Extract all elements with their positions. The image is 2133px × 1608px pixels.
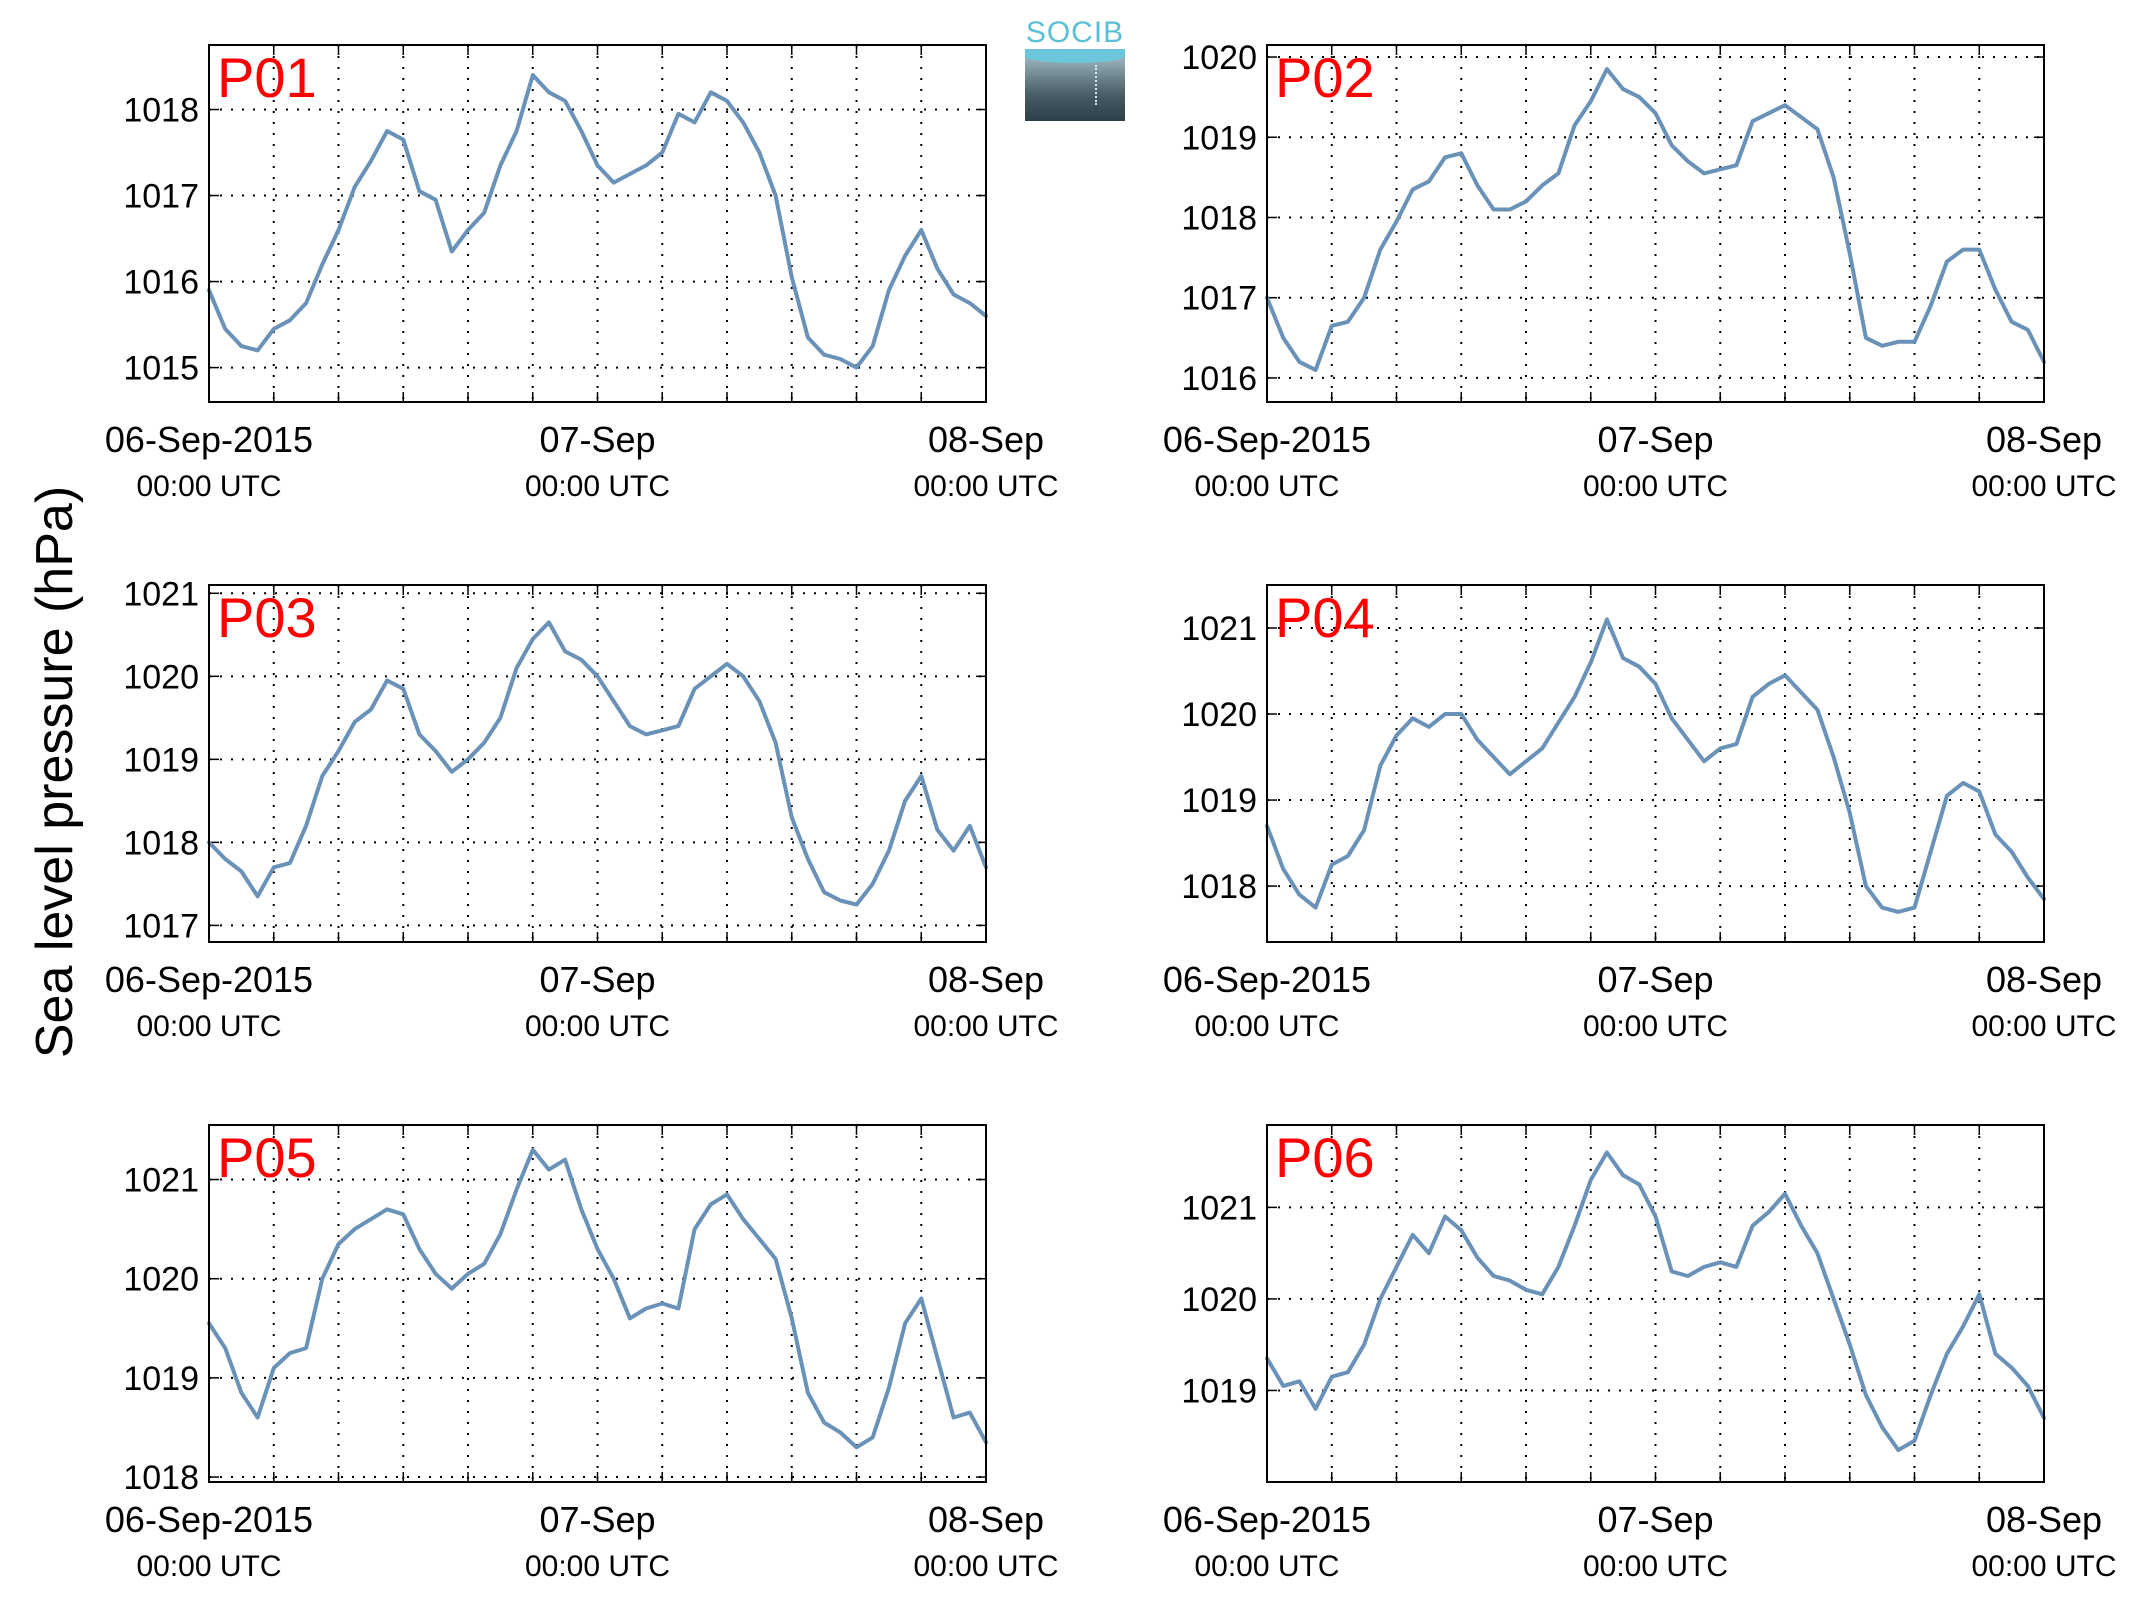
x-tick-label: 07-Sep — [1597, 959, 1713, 1000]
panel-label: P03 — [217, 586, 317, 649]
x-tick-sublabel: 00:00 UTC — [136, 1010, 281, 1043]
y-tick-label: 1018 — [1181, 199, 1257, 237]
chart-panel-p02: 1016 1017 1018 1019 1020 06-Sep-2015 00:00 UTC… — [1163, 39, 2117, 503]
y-tick-label: 1018 — [123, 92, 199, 130]
x-tick-sublabel: 00:00 UTC — [525, 1010, 670, 1043]
x-tick-sublabel: 00:00 UTC — [1194, 470, 1339, 503]
logo-wave — [1025, 49, 1125, 63]
y-tick-label: 1020 — [1181, 1281, 1257, 1319]
logo-dots — [1095, 65, 1097, 105]
y-tick-label: 1021 — [123, 575, 199, 613]
x-tick-label: 07-Sep — [539, 959, 655, 1000]
plot-frame — [1266, 44, 2045, 403]
y-tick-label: 1017 — [123, 178, 199, 216]
y-tick-label: 1019 — [123, 741, 199, 779]
y-tick-label: 1018 — [123, 1459, 199, 1497]
y-tick-label: 1021 — [1181, 1189, 1257, 1227]
panel-label: P01 — [217, 46, 317, 109]
x-tick-label: 08-Sep — [928, 959, 1044, 1000]
x-tick-label: 08-Sep — [928, 1499, 1044, 1540]
plot-frame — [208, 1124, 987, 1483]
x-tick-sublabel: 00:00 UTC — [525, 470, 670, 503]
plot-frame — [208, 44, 987, 403]
chart-panel-p06: 1019 1020 1021 06-Sep-2015 00:00 UTC 07-Sep 00… — [1163, 1124, 2117, 1583]
x-tick-sublabel: 00:00 UTC — [1583, 1010, 1728, 1043]
y-tick-label: 1015 — [123, 350, 199, 388]
series-line — [207, 1147, 988, 1450]
x-tick-sublabel: 00:00 UTC — [525, 1550, 670, 1583]
y-tick-label: 1020 — [1181, 39, 1257, 77]
x-tick-label: 06-Sep-2015 — [1163, 1499, 1371, 1540]
x-tick-label: 08-Sep — [1986, 959, 2102, 1000]
chart-panel-p04: 1018 1019 1020 1021 06-Sep-2015 00:00 UTC 07-S… — [1163, 584, 2117, 1043]
y-tick-label: 1020 — [123, 658, 199, 696]
plot-frame — [1266, 584, 2045, 943]
chart-panel-p01: 1015 1016 1017 1018 06-Sep-2015 00:00 UTC 07-S… — [105, 44, 1059, 503]
y-tick-label: 1018 — [1181, 868, 1257, 906]
socib-logo: SOCIB — [1025, 17, 1125, 121]
x-tick-sublabel: 00:00 UTC — [1583, 1550, 1728, 1583]
x-tick-label: 06-Sep-2015 — [1163, 959, 1371, 1000]
x-tick-sublabel: 00:00 UTC — [136, 1550, 281, 1583]
logo-text: SOCIB — [1025, 16, 1125, 49]
x-tick-label: 06-Sep-2015 — [105, 1499, 313, 1540]
x-tick-sublabel: 00:00 UTC — [1583, 470, 1728, 503]
chart-panel-p03: 1017 1018 1019 1020 1021 06-Sep-2015 00:00 UTC… — [105, 575, 1059, 1043]
x-tick-sublabel: 00:00 UTC — [1971, 1010, 2116, 1043]
x-tick-label: 08-Sep — [1986, 1499, 2102, 1540]
x-tick-label: 06-Sep-2015 — [1163, 419, 1371, 460]
x-tick-label: 08-Sep — [928, 419, 1044, 460]
series-line — [1265, 67, 2046, 372]
x-tick-sublabel: 00:00 UTC — [1971, 470, 2116, 503]
x-tick-sublabel: 00:00 UTC — [913, 470, 1058, 503]
y-tick-label: 1019 — [1181, 119, 1257, 157]
x-tick-label: 07-Sep — [539, 419, 655, 460]
x-tick-label: 06-Sep-2015 — [105, 959, 313, 1000]
series-line — [207, 620, 988, 907]
x-tick-label: 06-Sep-2015 — [105, 419, 313, 460]
plot-frame — [208, 584, 987, 943]
x-tick-label: 07-Sep — [1597, 1499, 1713, 1540]
chart-panel-p05: 1018 1019 1020 1021 06-Sep-2015 00:00 UTC 07-S… — [105, 1124, 1059, 1583]
y-tick-label: 1016 — [123, 264, 199, 302]
y-tick-label: 1019 — [1181, 782, 1257, 820]
y-axis-label: Sea level pressure (hPa) — [26, 485, 84, 1059]
x-tick-label: 08-Sep — [1986, 419, 2102, 460]
series-line — [207, 73, 988, 370]
y-tick-label: 1017 — [1181, 280, 1257, 318]
x-tick-sublabel: 00:00 UTC — [1194, 1010, 1339, 1043]
x-tick-sublabel: 00:00 UTC — [913, 1550, 1058, 1583]
panel-label: P06 — [1275, 1126, 1375, 1189]
panel-label: P04 — [1275, 586, 1375, 649]
x-tick-sublabel: 00:00 UTC — [1194, 1550, 1339, 1583]
y-tick-label: 1020 — [123, 1261, 199, 1299]
series-line — [1265, 1150, 2046, 1452]
y-tick-label: 1020 — [1181, 696, 1257, 734]
panel-label: P05 — [217, 1126, 317, 1189]
y-tick-label: 1019 — [1181, 1372, 1257, 1410]
y-tick-label: 1018 — [123, 824, 199, 862]
plot-frame — [1266, 1124, 2045, 1483]
x-tick-label: 07-Sep — [539, 1499, 655, 1540]
x-tick-sublabel: 00:00 UTC — [1971, 1550, 2116, 1583]
y-tick-label: 1017 — [123, 907, 199, 945]
x-tick-sublabel: 00:00 UTC — [136, 470, 281, 503]
y-tick-label: 1021 — [123, 1162, 199, 1200]
y-tick-label: 1016 — [1181, 360, 1257, 398]
y-tick-label: 1021 — [1181, 610, 1257, 648]
x-tick-sublabel: 00:00 UTC — [913, 1010, 1058, 1043]
panel-label: P02 — [1275, 46, 1375, 109]
x-tick-label: 07-Sep — [1597, 419, 1713, 460]
series-line — [1265, 617, 2046, 914]
y-tick-label: 1019 — [123, 1360, 199, 1398]
